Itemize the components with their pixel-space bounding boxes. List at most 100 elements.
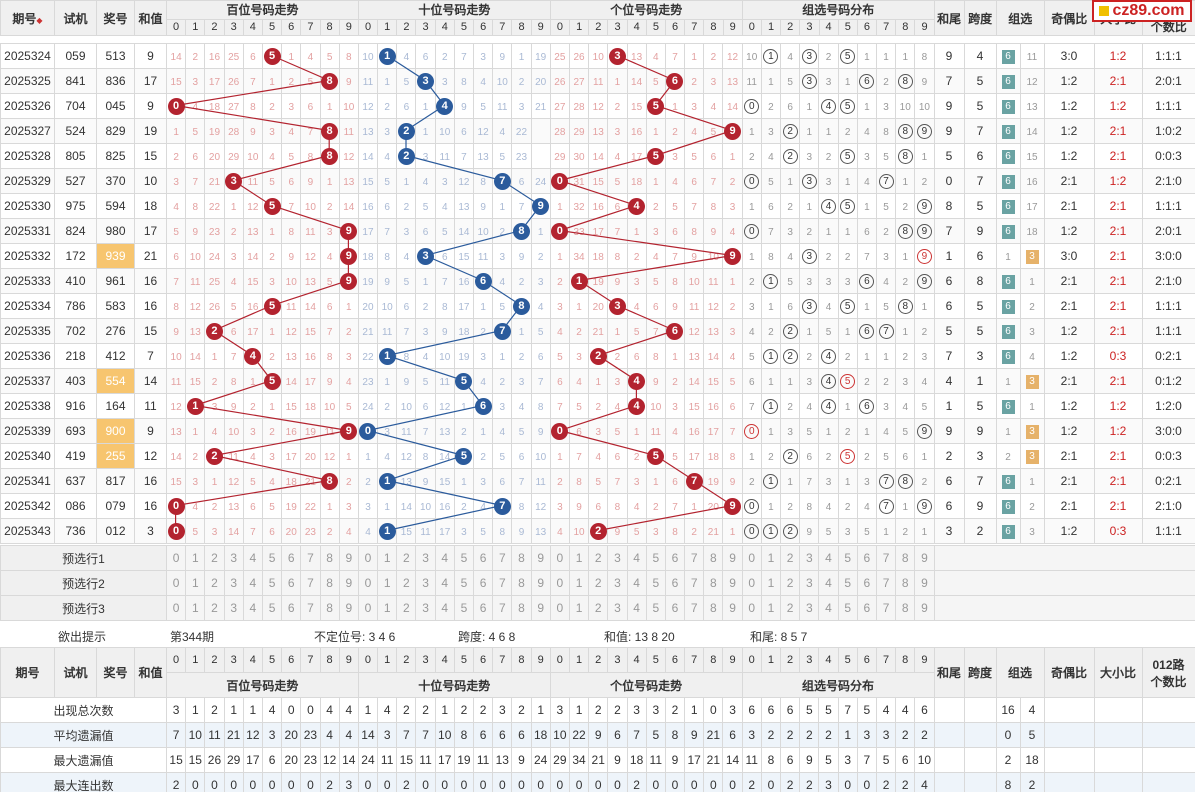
preselect-digit[interactable]: 5 [837, 570, 858, 596]
preselect-digit[interactable]: 5 [453, 595, 475, 621]
preselect-digit[interactable]: 3 [607, 545, 628, 571]
preselect-digit[interactable]: 4 [818, 570, 839, 596]
preselect-digit[interactable]: 4 [626, 545, 647, 571]
preselect-digit[interactable]: 3 [223, 570, 244, 596]
preselect-digit[interactable]: 5 [453, 545, 475, 571]
preselect-digit[interactable]: 0 [549, 570, 570, 596]
preselect-digit[interactable]: 7 [875, 545, 897, 571]
col-header-period[interactable]: 期号◆ [0, 0, 55, 36]
preselect-digit[interactable]: 5 [837, 545, 858, 571]
preselect-digit[interactable]: 4 [434, 545, 455, 571]
preselect-digit[interactable]: 0 [165, 570, 187, 596]
preselect-digit[interactable]: 1 [377, 570, 398, 596]
preselect-digit[interactable]: 1 [185, 545, 206, 571]
preselect-digit[interactable]: 9 [338, 570, 359, 596]
preselect-digit[interactable]: 2 [396, 570, 417, 596]
preselect-digit[interactable]: 6 [856, 595, 877, 621]
preselect-digit[interactable]: 3 [223, 545, 244, 571]
preselect-digit[interactable]: 7 [492, 545, 513, 571]
preselect-digit[interactable]: 0 [165, 595, 187, 621]
preselect-digit[interactable]: 3 [415, 570, 436, 596]
preselect-digit[interactable]: 4 [434, 595, 455, 621]
preselect-digit[interactable]: 5 [645, 570, 666, 596]
preselect-digit[interactable]: 1 [760, 570, 782, 596]
preselect-digit[interactable]: 6 [281, 595, 302, 621]
preselect-digit[interactable]: 3 [607, 595, 628, 621]
preselect-digit[interactable]: 2 [779, 595, 801, 621]
preselect-digit[interactable]: 1 [377, 595, 398, 621]
preselect-digit[interactable]: 8 [895, 570, 916, 596]
preselect-digit[interactable]: 1 [568, 595, 590, 621]
preselect-digit[interactable]: 3 [799, 595, 820, 621]
preselect-digit[interactable]: 2 [779, 545, 801, 571]
preselect-digit[interactable]: 3 [415, 545, 436, 571]
preselect-digit[interactable]: 4 [626, 570, 647, 596]
preselect-digit[interactable]: 8 [319, 570, 340, 596]
preselect-digit[interactable]: 5 [261, 595, 283, 621]
preselect-digit[interactable]: 0 [741, 595, 762, 621]
preselect-digit[interactable]: 9 [914, 545, 935, 571]
preselect-digit[interactable]: 8 [895, 595, 916, 621]
preselect-digit[interactable]: 1 [185, 595, 206, 621]
preselect-digit[interactable]: 7 [684, 595, 705, 621]
preselect-digit[interactable]: 4 [626, 595, 647, 621]
preselect-digit[interactable]: 6 [856, 545, 877, 571]
preselect-digit[interactable]: 9 [338, 545, 359, 571]
preselect-digit[interactable]: 9 [338, 595, 359, 621]
preselect-digit[interactable]: 9 [530, 545, 551, 571]
preselect-digit[interactable]: 7 [684, 545, 705, 571]
preselect-digit[interactable]: 9 [530, 595, 551, 621]
preselect-digit[interactable]: 6 [856, 570, 877, 596]
preselect-digit[interactable]: 3 [415, 595, 436, 621]
preselect-digit[interactable]: 6 [281, 570, 302, 596]
preselect-digit[interactable]: 3 [607, 570, 628, 596]
preselect-digit[interactable]: 8 [319, 595, 340, 621]
preselect-digit[interactable]: 0 [357, 595, 379, 621]
preselect-digit[interactable]: 0 [357, 545, 379, 571]
preselect-digit[interactable]: 1 [760, 545, 782, 571]
preselect-digit[interactable]: 7 [875, 595, 897, 621]
preselect-digit[interactable]: 2 [204, 595, 225, 621]
preselect-digit[interactable]: 6 [472, 595, 494, 621]
preselect-digit[interactable]: 7 [300, 595, 321, 621]
preselect-digit[interactable]: 8 [895, 545, 916, 571]
preselect-digit[interactable]: 9 [722, 595, 743, 621]
preselect-digit[interactable]: 7 [300, 570, 321, 596]
preselect-digit[interactable]: 1 [185, 570, 206, 596]
preselect-digit[interactable]: 5 [837, 595, 858, 621]
site-logo[interactable]: cz89.com [1092, 0, 1192, 22]
preselect-digit[interactable]: 3 [799, 570, 820, 596]
preselect-digit[interactable]: 0 [741, 570, 762, 596]
preselect-digit[interactable]: 3 [223, 595, 244, 621]
preselect-digit[interactable]: 8 [511, 545, 532, 571]
preselect-digit[interactable]: 5 [453, 570, 475, 596]
preselect-digit[interactable]: 9 [914, 595, 935, 621]
preselect-digit[interactable]: 6 [664, 545, 686, 571]
preselect-digit[interactable]: 4 [242, 595, 263, 621]
preselect-digit[interactable]: 7 [492, 570, 513, 596]
preselect-digit[interactable]: 5 [261, 545, 283, 571]
preselect-digit[interactable]: 2 [779, 570, 801, 596]
preselect-digit[interactable]: 9 [722, 545, 743, 571]
preselect-digit[interactable]: 9 [914, 570, 935, 596]
preselect-digit[interactable]: 8 [511, 595, 532, 621]
preselect-digit[interactable]: 9 [722, 570, 743, 596]
preselect-digit[interactable]: 6 [472, 570, 494, 596]
preselect-digit[interactable]: 7 [875, 570, 897, 596]
preselect-digit[interactable]: 0 [357, 570, 379, 596]
preselect-digit[interactable]: 4 [818, 545, 839, 571]
preselect-digit[interactable]: 1 [377, 545, 398, 571]
preselect-digit[interactable]: 5 [261, 570, 283, 596]
preselect-digit[interactable]: 6 [281, 545, 302, 571]
preselect-digit[interactable]: 1 [760, 595, 782, 621]
preselect-digit[interactable]: 1 [568, 545, 590, 571]
sort-icon[interactable]: ◆ [36, 15, 43, 25]
preselect-digit[interactable]: 5 [645, 595, 666, 621]
preselect-digit[interactable]: 2 [204, 570, 225, 596]
preselect-digit[interactable]: 6 [664, 570, 686, 596]
preselect-digit[interactable]: 0 [549, 545, 570, 571]
preselect-digit[interactable]: 0 [165, 545, 187, 571]
preselect-digit[interactable]: 8 [319, 545, 340, 571]
preselect-digit[interactable]: 6 [664, 595, 686, 621]
preselect-digit[interactable]: 1 [568, 570, 590, 596]
